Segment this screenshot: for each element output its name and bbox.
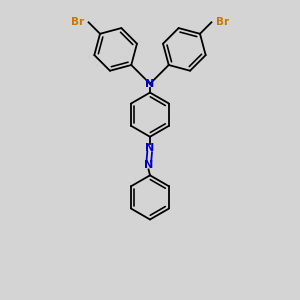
Text: N: N — [144, 160, 153, 170]
Text: Br: Br — [216, 17, 229, 27]
Text: N: N — [146, 143, 154, 153]
Text: N: N — [146, 79, 154, 89]
Text: Br: Br — [71, 17, 84, 27]
